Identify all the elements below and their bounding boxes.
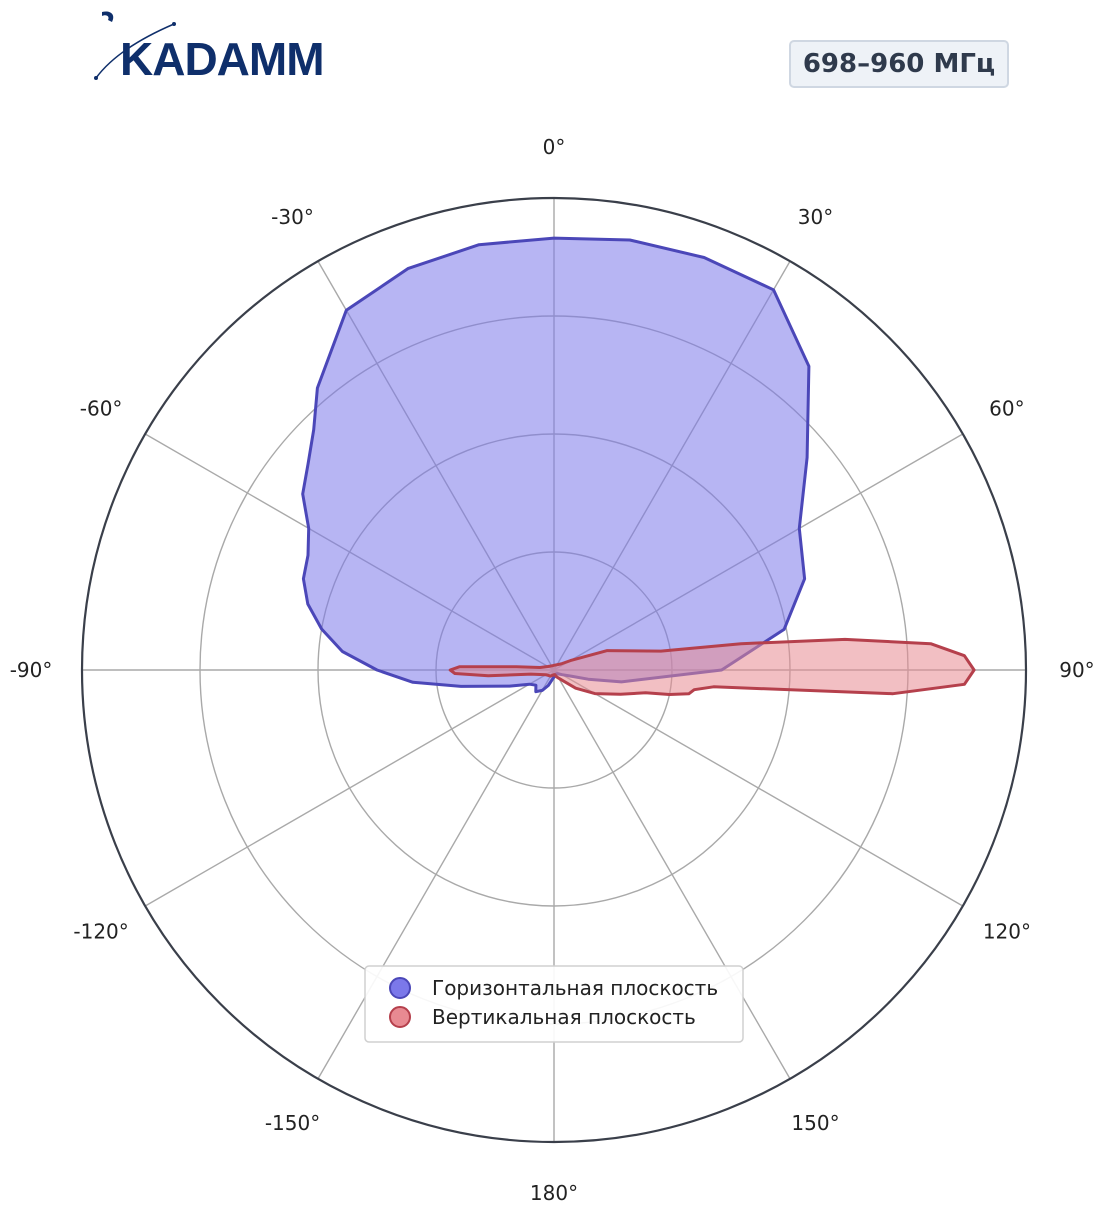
logo-mark bbox=[94, 11, 176, 80]
grid-spoke bbox=[553, 669, 791, 1080]
theta-tick-label: 60° bbox=[989, 397, 1024, 421]
legend-label-2: Вертикальная плоскость bbox=[432, 1005, 696, 1029]
theta-tick-label: -90° bbox=[10, 658, 53, 682]
legend-box bbox=[364, 965, 744, 1043]
grid-spoke bbox=[144, 669, 555, 907]
theta-tick-label: -30° bbox=[271, 205, 314, 229]
theta-tick-label: 150° bbox=[791, 1111, 839, 1135]
frequency-badge: 698–960 МГц bbox=[789, 40, 1009, 88]
logo-text: KADAMM bbox=[120, 33, 325, 85]
theta-tick-label: 90° bbox=[1059, 658, 1094, 682]
theta-tick-label: -60° bbox=[80, 397, 123, 421]
legend-label-1: Горизонтальная плоскость bbox=[432, 976, 718, 1000]
legend-marker-1 bbox=[389, 977, 411, 999]
grid-spoke bbox=[317, 669, 555, 1080]
theta-tick-label: 120° bbox=[983, 919, 1031, 943]
series-2-area bbox=[448, 637, 976, 696]
polar-frame bbox=[80, 196, 1028, 1144]
series-1-area bbox=[301, 236, 811, 694]
grid-spoke bbox=[553, 669, 964, 907]
legend-marker-2 bbox=[389, 1006, 411, 1028]
theta-tick-label: 30° bbox=[798, 205, 833, 229]
company-logo: KADAMM bbox=[88, 8, 368, 88]
theta-tick-label: -120° bbox=[73, 919, 128, 943]
theta-tick-label: -150° bbox=[265, 1111, 320, 1135]
theta-tick-label: 180° bbox=[530, 1181, 578, 1205]
theta-tick-label: 0° bbox=[543, 135, 566, 159]
